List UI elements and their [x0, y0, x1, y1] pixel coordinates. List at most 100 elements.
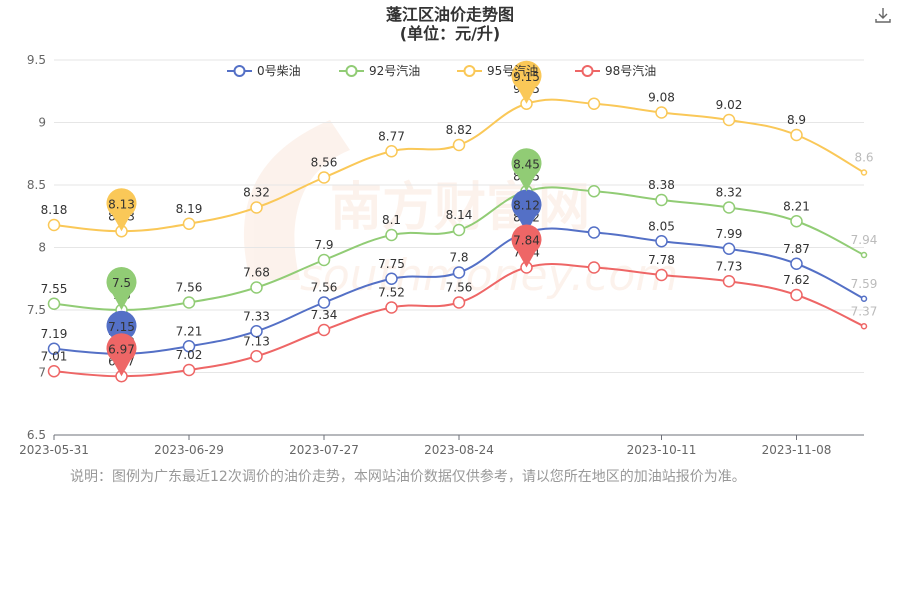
- data-point: [385, 228, 398, 242]
- max-marker: 9.15: [511, 60, 542, 104]
- legend-item[interactable]: 92号汽油: [339, 63, 420, 78]
- chart-title: 蓬江区油价走势图 (单位：元/升): [0, 5, 900, 43]
- data-point: [860, 169, 868, 176]
- data-point: [385, 301, 398, 314]
- data-point: [452, 296, 466, 309]
- legend-item[interactable]: 0号柴油: [227, 64, 301, 78]
- data-point: [385, 145, 398, 158]
- min-marker: 7.5: [106, 267, 137, 310]
- data-label: 8.32: [716, 186, 743, 200]
- data-point: [47, 342, 61, 355]
- data-label: 8.82: [446, 123, 473, 137]
- max-marker-label: 8.45: [513, 157, 540, 171]
- y-tick-label: 7.5: [27, 303, 46, 317]
- data-point: [587, 97, 601, 110]
- min-marker: 7.15: [106, 310, 137, 354]
- data-point: [655, 235, 668, 248]
- data-label: 7.8: [449, 251, 468, 265]
- y-tick-label: 6.5: [27, 428, 46, 442]
- data-label: 7.59: [851, 277, 878, 291]
- data-label: 7.13: [243, 334, 270, 348]
- x-tick-label: 2023-10-11: [627, 443, 697, 457]
- data-point: [722, 113, 736, 127]
- min-marker: 6.97: [106, 333, 137, 377]
- data-point: [790, 288, 803, 302]
- min-marker-shape: [106, 310, 137, 354]
- data-label: 8.38: [648, 178, 675, 192]
- data-point: [722, 275, 736, 288]
- data-label: 7.34: [311, 308, 338, 322]
- legend-label: 92号汽油: [369, 63, 420, 78]
- data-label: 7.33: [243, 309, 270, 323]
- chart-title-text: 蓬江区油价走势图: [385, 5, 514, 24]
- x-tick-label: 2023-07-27: [289, 443, 359, 457]
- legend-label: 95号汽油: [487, 63, 538, 78]
- data-label: 7.56: [176, 281, 203, 295]
- min-marker-label: 8.13: [108, 197, 135, 211]
- data-label: 8.14: [446, 208, 473, 222]
- x-tick-label: 2023-11-08: [762, 443, 832, 457]
- min-marker-label: 6.97: [108, 342, 135, 356]
- legend-item[interactable]: 95号汽油: [457, 63, 538, 78]
- max-marker-label: 9.15: [513, 70, 540, 84]
- min-marker: 8.13: [106, 188, 137, 232]
- max-marker: 8.45: [511, 148, 542, 192]
- svg-text:southmoney.com: southmoney.com: [300, 250, 678, 301]
- data-label: 7.19: [41, 327, 68, 341]
- min-marker-label: 7.15: [108, 320, 135, 334]
- legend-symbol: [463, 65, 476, 77]
- legend-label: 0号柴油: [257, 64, 301, 78]
- data-label: 7.55: [41, 282, 68, 296]
- max-marker-shape: [511, 148, 542, 192]
- data-point: [860, 323, 868, 330]
- y-tick-label: 9: [38, 116, 46, 130]
- data-label: 7.21: [176, 324, 203, 338]
- footnote: 说明：图例为广东最近12次调价的油价走势，本网站油价数据仅供参考，请以您所在地区…: [70, 469, 746, 485]
- data-label: 8.1: [382, 213, 401, 227]
- data-point: [790, 257, 803, 270]
- max-marker-shape: [511, 189, 542, 233]
- data-label: 7.68: [243, 266, 270, 280]
- max-marker-label: 7.84: [513, 234, 540, 248]
- data-point: [790, 215, 803, 228]
- x-tick-label: 2023-06-29: [154, 443, 224, 457]
- data-label: 7.02: [176, 348, 203, 362]
- legend-item[interactable]: 98号汽油: [575, 63, 656, 78]
- data-point: [47, 365, 61, 378]
- legend-symbol: [233, 65, 246, 77]
- data-point: [655, 268, 668, 282]
- x-tick-label: 2023-05-31: [19, 443, 89, 457]
- data-point: [47, 218, 61, 232]
- data-point: [452, 266, 466, 279]
- min-marker-shape: [106, 267, 137, 310]
- data-point: [250, 325, 263, 338]
- data-point: [385, 272, 398, 285]
- data-point: [317, 171, 331, 184]
- data-label: 7.56: [446, 281, 473, 295]
- data-point: [317, 253, 331, 267]
- data-label: 7.94: [851, 233, 878, 247]
- y-tick-label: 9.5: [27, 53, 46, 67]
- data-label: 8.56: [311, 156, 338, 170]
- legend-label: 98号汽油: [605, 63, 656, 78]
- legend[interactable]: 0号柴油 92号汽油 95号汽油 98号汽油: [227, 63, 656, 78]
- max-marker-label: 8.12: [513, 199, 540, 213]
- min-marker-shape: [106, 333, 137, 377]
- data-point: [250, 201, 263, 214]
- data-label: 8.05: [648, 219, 675, 233]
- data-label: 7.56: [311, 281, 338, 295]
- data-point: [182, 296, 196, 309]
- data-point: [317, 296, 331, 309]
- data-point: [587, 261, 601, 274]
- y-tick-label: 8.5: [27, 178, 46, 192]
- max-marker-shape: [511, 60, 542, 104]
- data-label: 7.99: [716, 227, 743, 241]
- line-chart: 南方财富网 southmoney.com 6.577.588.599.5 202…: [19, 53, 878, 457]
- legend-symbol: [345, 65, 358, 77]
- download-icon[interactable]: [874, 6, 892, 24]
- data-label: 8.21: [783, 199, 810, 213]
- data-label: 7.78: [648, 253, 675, 267]
- data-label: 7.87: [783, 242, 810, 256]
- data-label: 7.01: [41, 349, 68, 363]
- max-marker: 7.84: [511, 224, 542, 268]
